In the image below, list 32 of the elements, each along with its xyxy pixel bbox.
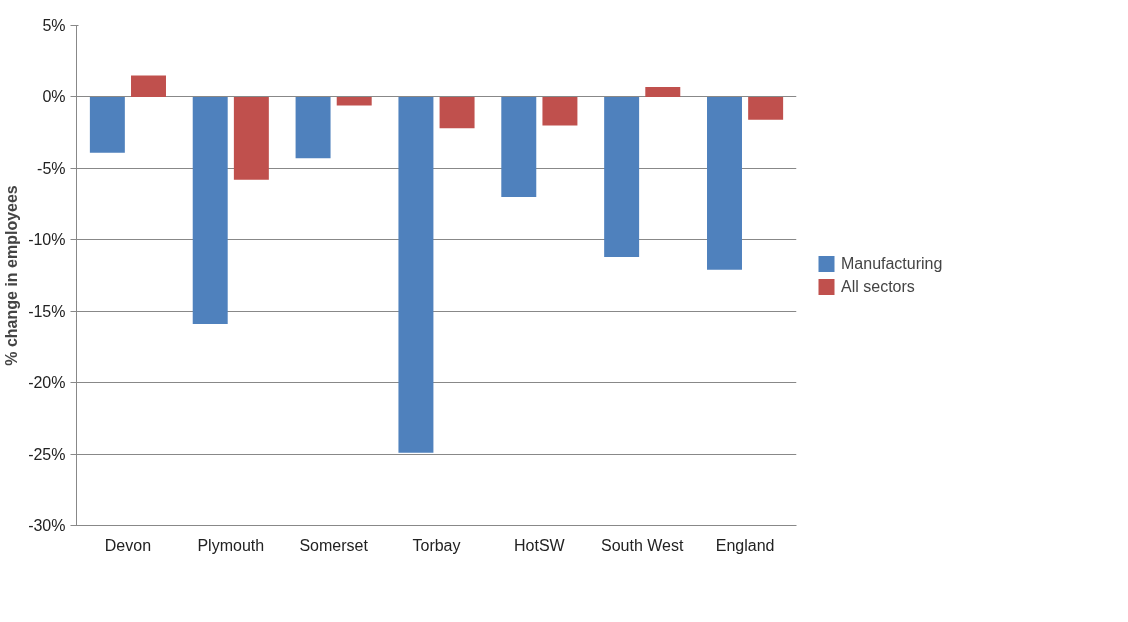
legend-label: Manufacturing xyxy=(841,254,943,273)
x-tick-label: Torbay xyxy=(412,536,461,554)
x-tick-label: HotSW xyxy=(514,536,566,554)
bar xyxy=(748,96,784,120)
bar xyxy=(707,96,742,270)
bar xyxy=(295,96,331,159)
y-tick-label: -30% xyxy=(28,517,66,534)
bar xyxy=(89,96,125,153)
y-tick-label: -25% xyxy=(28,445,66,463)
y-tick-label: -20% xyxy=(28,374,66,392)
y-tick-label: 0% xyxy=(42,88,66,106)
bar xyxy=(645,86,681,97)
y-tick-label: -10% xyxy=(28,231,66,249)
x-tick-label: Somerset xyxy=(299,536,369,554)
legend-label: All sectors xyxy=(841,277,915,296)
bar xyxy=(604,96,640,257)
x-tick-label: Plymouth xyxy=(197,536,265,554)
y-tick-label: -5% xyxy=(37,159,66,177)
y-tick-label: -15% xyxy=(28,302,66,320)
bar xyxy=(336,96,372,106)
x-tick-label: Devon xyxy=(104,536,152,554)
bar xyxy=(542,96,578,126)
y-axis-title: % change in employees xyxy=(3,185,21,366)
x-tick-label: South West xyxy=(601,536,684,554)
bar xyxy=(192,96,228,325)
y-tick-label: 5% xyxy=(42,17,66,34)
bar xyxy=(439,96,475,129)
bar xyxy=(233,96,269,180)
bar xyxy=(398,96,434,453)
x-tick-label: England xyxy=(715,536,775,554)
bar xyxy=(131,75,166,97)
bar xyxy=(501,96,537,197)
